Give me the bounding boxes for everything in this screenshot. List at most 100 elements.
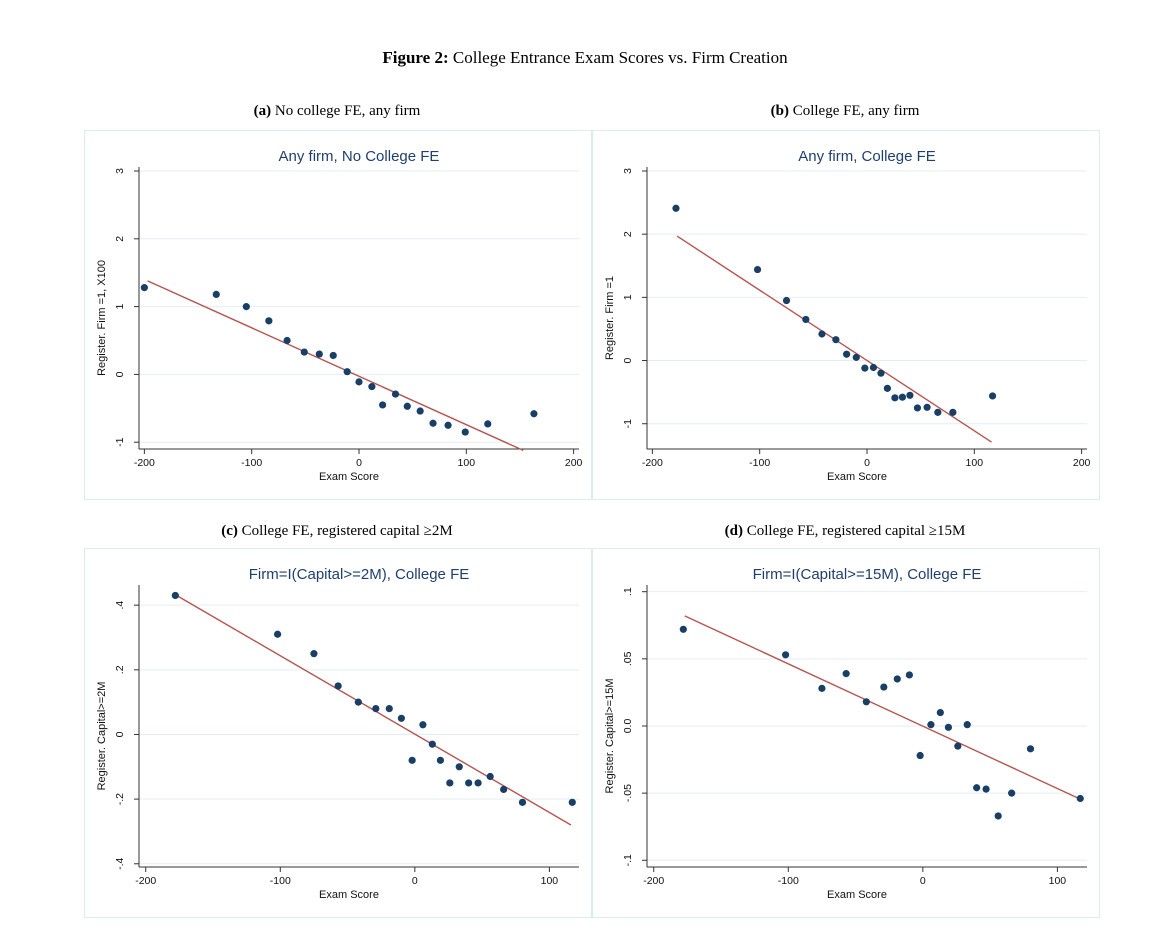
x-tick-label: 100 — [1049, 875, 1067, 887]
data-point — [949, 408, 957, 416]
data-point — [428, 740, 436, 748]
subfigure-caption-d: (d) College FE, registered capital ≥15M — [724, 523, 966, 539]
data-point — [334, 682, 342, 690]
x-tick-label: -100 — [778, 875, 799, 887]
data-point — [140, 284, 148, 292]
y-axis-label: Register. Firm =1, X100 — [96, 260, 108, 376]
data-point — [852, 353, 860, 361]
data-point — [891, 394, 899, 402]
data-point — [403, 402, 411, 410]
fit-line — [147, 280, 524, 451]
data-point — [354, 698, 362, 706]
data-point — [461, 428, 469, 436]
scatter-chart-a: Any firm, No College FE -1 0 1 2 3 -200 -100 0 10… — [96, 148, 583, 483]
x-tick-label: -100 — [241, 457, 262, 469]
y-tick-label: -1 — [622, 419, 634, 428]
data-point — [916, 751, 924, 760]
x-axis-label: Exam Score — [319, 471, 379, 483]
scatter-chart-b: Any firm, College FE -1 0 1 2 3 -200 -100 0 100 20… — [604, 148, 1091, 483]
x-tick-label: 0 — [412, 875, 418, 887]
data-point — [530, 410, 538, 418]
x-tick-label: -100 — [270, 875, 291, 887]
x-axis-label: Exam Score — [319, 889, 379, 901]
data-point — [861, 364, 869, 372]
data-point — [465, 779, 473, 787]
data-point — [753, 265, 762, 274]
data-point — [372, 705, 380, 713]
x-tick-label: -200 — [134, 457, 155, 469]
data-point — [379, 401, 387, 409]
data-point — [436, 756, 445, 764]
data-point — [880, 683, 888, 691]
data-point — [273, 630, 282, 638]
figure-label: Figure 2: — [382, 48, 449, 67]
data-point — [862, 698, 870, 706]
data-point — [474, 779, 482, 787]
x-tick-label: -200 — [643, 875, 664, 887]
data-point — [842, 670, 850, 678]
data-point — [679, 625, 687, 633]
data-point — [283, 336, 291, 345]
data-point — [500, 785, 508, 794]
y-tick-label: .4 — [114, 601, 126, 610]
data-point — [486, 772, 494, 781]
y-axis-label: Register. Firm =1 — [604, 276, 616, 360]
data-point — [1008, 789, 1016, 797]
data-point — [927, 721, 935, 729]
x-tick-label: 0 — [356, 457, 362, 469]
chart-title: Any firm, College FE — [798, 148, 936, 165]
data-point — [171, 591, 179, 600]
y-tick-label: -.2 — [114, 793, 126, 805]
y-tick-label: 0 — [622, 357, 634, 363]
data-point — [329, 351, 337, 360]
data-point — [355, 378, 363, 386]
data-point — [484, 420, 492, 428]
data-point — [877, 369, 885, 377]
data-point — [212, 290, 220, 299]
data-point — [518, 798, 527, 806]
data-point — [429, 419, 437, 427]
y-tick-label: .05 — [622, 651, 634, 666]
chart-title: Firm=I(Capital>=15M), College FE — [753, 566, 982, 583]
data-point — [869, 363, 878, 372]
y-tick-label: 1 — [622, 294, 634, 300]
y-axis-label: Register. Capital>=15M — [604, 679, 616, 794]
data-point — [419, 721, 427, 729]
scatter-chart-d: Firm=I(Capital>=15M), College FE -.1 -.05 0… — [604, 566, 1087, 901]
y-tick-label: -.05 — [622, 784, 634, 802]
y-tick-label: .1 — [622, 587, 634, 596]
x-axis-label: Exam Score — [827, 889, 887, 901]
subfigure-caption-a: (a) No college FE, any firm — [253, 103, 421, 119]
data-point — [934, 408, 942, 416]
y-tick-label: 0 — [114, 371, 126, 377]
x-tick-label: 0 — [920, 875, 926, 887]
x-tick-label: -100 — [749, 457, 770, 469]
data-point — [242, 303, 250, 311]
y-tick-label: -.4 — [114, 857, 126, 869]
data-point — [408, 756, 416, 764]
data-point — [898, 393, 907, 401]
data-point — [843, 350, 851, 358]
data-point — [988, 392, 997, 400]
chart-panel-a: Any firm, No College FE -1 0 1 2 3 -200 -100 0 10… — [84, 130, 592, 500]
y-tick-label: 3 — [114, 168, 126, 174]
fit-line — [684, 615, 1080, 800]
data-point — [385, 705, 393, 713]
x-tick-label: 100 — [541, 875, 559, 887]
data-point — [300, 348, 308, 356]
data-point — [963, 721, 971, 729]
chart-panel-b: Any firm, College FE -1 0 1 2 3 -200 -100 0 100 20… — [592, 130, 1100, 500]
data-point — [923, 403, 931, 411]
x-tick-label: 100 — [966, 457, 984, 469]
data-point — [391, 390, 400, 398]
data-point — [444, 421, 452, 429]
y-tick-label: 0.0 — [622, 719, 634, 734]
y-tick-label: 0 — [114, 731, 126, 737]
data-point — [944, 723, 953, 731]
y-tick-label: 2 — [622, 231, 634, 237]
chart-title: Firm=I(Capital>=2M), College FE — [249, 566, 470, 583]
data-point — [782, 296, 791, 305]
data-point — [568, 798, 576, 806]
data-point — [906, 391, 914, 399]
y-tick-label: -.1 — [622, 854, 634, 866]
